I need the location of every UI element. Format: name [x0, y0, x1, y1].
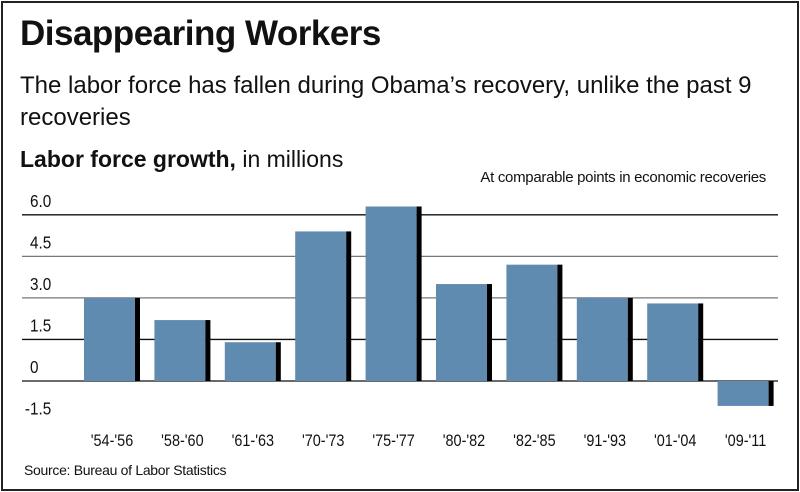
y-tick-label: 0 [30, 357, 39, 377]
bar-shadow [205, 320, 211, 381]
bar-shadow [557, 264, 563, 381]
x-tick-label: '91-'93 [584, 432, 627, 450]
source-note: Source: Bureau of Labor Statistics [24, 462, 227, 478]
x-tick-label: '82-'85 [513, 432, 556, 450]
bar-shadow [135, 297, 140, 381]
x-tick-label: '58-'60 [161, 432, 204, 450]
x-tick-label: '54-'56 [91, 432, 134, 450]
bar-shadow [768, 381, 774, 406]
bar-shadow [346, 231, 352, 381]
bar [436, 284, 487, 381]
bar-shadow [627, 297, 633, 381]
chart-title: Disappearing Workers [20, 14, 381, 53]
y-axis-label-bold: Labor force growth, [20, 146, 236, 172]
bar [154, 320, 206, 381]
bar [365, 206, 417, 381]
y-tick-label: 3.0 [30, 274, 51, 294]
x-tick-label: '80-'82 [443, 432, 485, 450]
bar [717, 381, 769, 406]
y-tick-label: 1.5 [30, 315, 51, 335]
bar [224, 342, 276, 381]
y-tick-label: 4.5 [30, 232, 51, 252]
bar [647, 303, 699, 381]
y-tick-label: 6.0 [30, 191, 51, 211]
bar-shadow [275, 342, 281, 381]
x-tick-label: '09-'11 [725, 432, 766, 450]
bar-shadow [487, 284, 492, 381]
bar-shadow [416, 206, 422, 381]
chart-subtitle: The labor force has fallen during Obama’… [20, 72, 752, 131]
bar [576, 297, 628, 381]
bar [295, 231, 347, 381]
bar [506, 264, 558, 381]
x-tick-label: '70-'73 [302, 432, 345, 450]
x-tick-label: '61-'63 [232, 432, 275, 450]
bar-shadow [698, 303, 704, 381]
x-tick-label: '75-'77 [372, 432, 414, 450]
bar [84, 297, 135, 381]
y-axis-label: Labor force growth, in millions [20, 146, 343, 173]
x-tick-label: '01-'04 [654, 432, 697, 450]
y-axis-label-unit: in millions [235, 146, 344, 172]
y-tick-label: -1.5 [25, 398, 51, 418]
chart-annotation: At comparable points in economic recover… [480, 169, 766, 186]
